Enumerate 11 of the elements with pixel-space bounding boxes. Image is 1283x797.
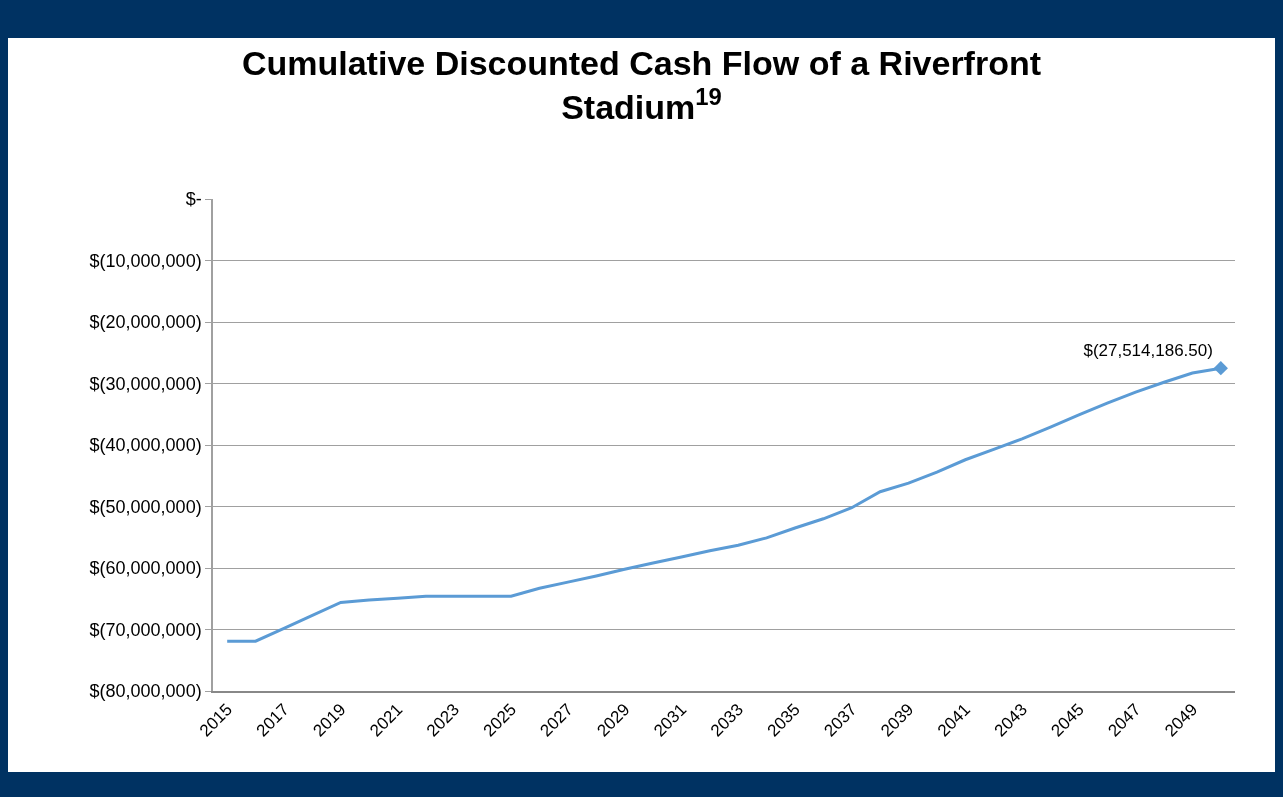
y-tick-label: $(50,000,000) bbox=[89, 496, 202, 517]
y-tick-label: $(30,000,000) bbox=[89, 373, 202, 394]
chart-title: Cumulative Discounted Cash Flow of a Riverfront Stadium$^{19}$ bbox=[241, 44, 1042, 127]
y-tick-label: $(60,000,000) bbox=[89, 558, 202, 579]
y-tick-label: $(10,000,000) bbox=[89, 250, 202, 271]
y-tick-label: $- bbox=[185, 189, 202, 210]
y-tick-label: $(70,000,000) bbox=[89, 619, 202, 640]
y-tick-label: $(20,000,000) bbox=[89, 312, 202, 333]
data-label: $(27,514,186.50) bbox=[1083, 341, 1213, 361]
y-tick-label: $(40,000,000) bbox=[89, 435, 202, 456]
y-tick-label: $(80,000,000) bbox=[89, 681, 202, 702]
